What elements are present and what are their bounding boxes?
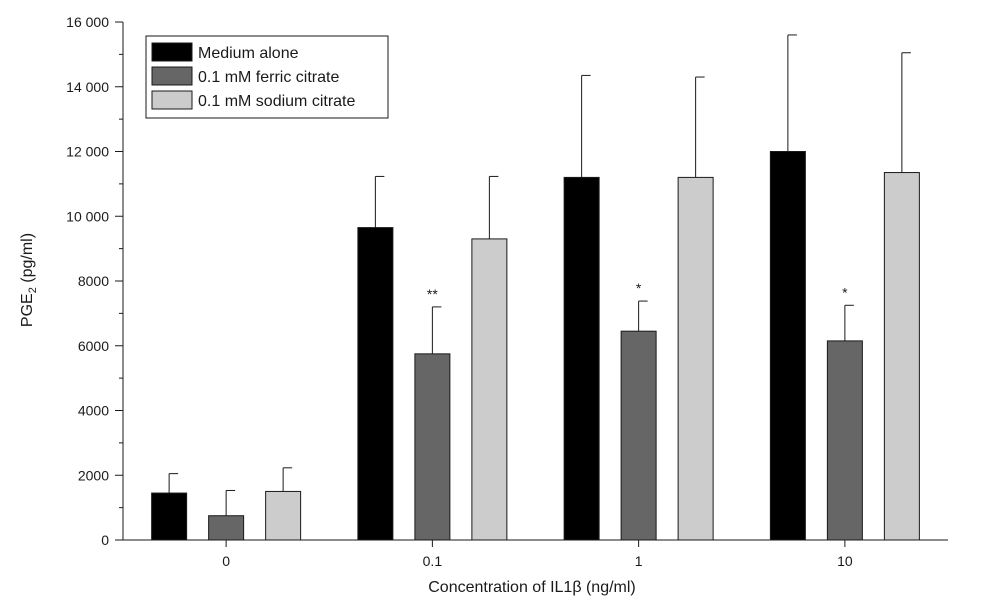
bar bbox=[769, 151, 806, 541]
significance-marker: * bbox=[636, 280, 642, 296]
x-axis: 0 0.1 1 10 bbox=[123, 539, 948, 569]
bar bbox=[471, 238, 508, 541]
y-axis-label-subscript: 2 bbox=[27, 287, 39, 293]
y-tick-label: 12 000 bbox=[66, 144, 109, 160]
bar bbox=[826, 340, 863, 541]
x-tick-label: 1 bbox=[635, 553, 643, 569]
bar bbox=[208, 515, 245, 541]
legend-swatch bbox=[151, 42, 193, 62]
y-tick-label: 10 000 bbox=[66, 208, 109, 224]
y-tick-label: 14 000 bbox=[66, 79, 109, 95]
y-tick-label: 4000 bbox=[78, 403, 109, 419]
y-tick-label: 6000 bbox=[78, 338, 109, 354]
x-tick-label: 0 bbox=[222, 553, 230, 569]
bar bbox=[620, 330, 657, 541]
legend-label: Medium alone bbox=[198, 45, 299, 62]
bar bbox=[357, 227, 394, 541]
y-axis: 0 2000 4000 6000 8000 10 000 12 000 14 000 16 00… bbox=[66, 14, 124, 548]
legend-swatch bbox=[151, 66, 193, 86]
bar bbox=[563, 176, 600, 541]
y-axis-label-unit: (pg/ml) bbox=[19, 233, 36, 287]
legend-label: 0.1 mM sodium citrate bbox=[198, 93, 355, 110]
y-axis-label-main: PGE bbox=[19, 293, 36, 327]
bars: ** * * bbox=[151, 34, 920, 541]
legend-swatch bbox=[151, 90, 193, 110]
x-tick-label: 10 bbox=[837, 553, 853, 569]
x-tick-label: 0.1 bbox=[423, 553, 443, 569]
y-tick-label: 8000 bbox=[78, 273, 109, 289]
x-axis-label: Concentration of IL1β (ng/ml) bbox=[428, 579, 636, 596]
significance-marker: ** bbox=[427, 286, 438, 302]
bar bbox=[414, 353, 451, 541]
y-tick-label: 16 000 bbox=[66, 14, 109, 30]
legend: Medium alone 0.1 mM ferric citrate 0.1 mM … bbox=[145, 35, 389, 119]
legend-label: 0.1 mM ferric citrate bbox=[198, 69, 339, 86]
y-tick-label: 2000 bbox=[78, 467, 109, 483]
bar bbox=[265, 490, 302, 541]
bar bbox=[883, 172, 920, 541]
bar bbox=[677, 176, 714, 541]
significance-marker: * bbox=[842, 284, 848, 300]
bar bbox=[151, 492, 188, 541]
y-tick-label: 0 bbox=[101, 532, 109, 548]
y-axis-label: PGE2 (pg/ml) bbox=[19, 233, 39, 327]
